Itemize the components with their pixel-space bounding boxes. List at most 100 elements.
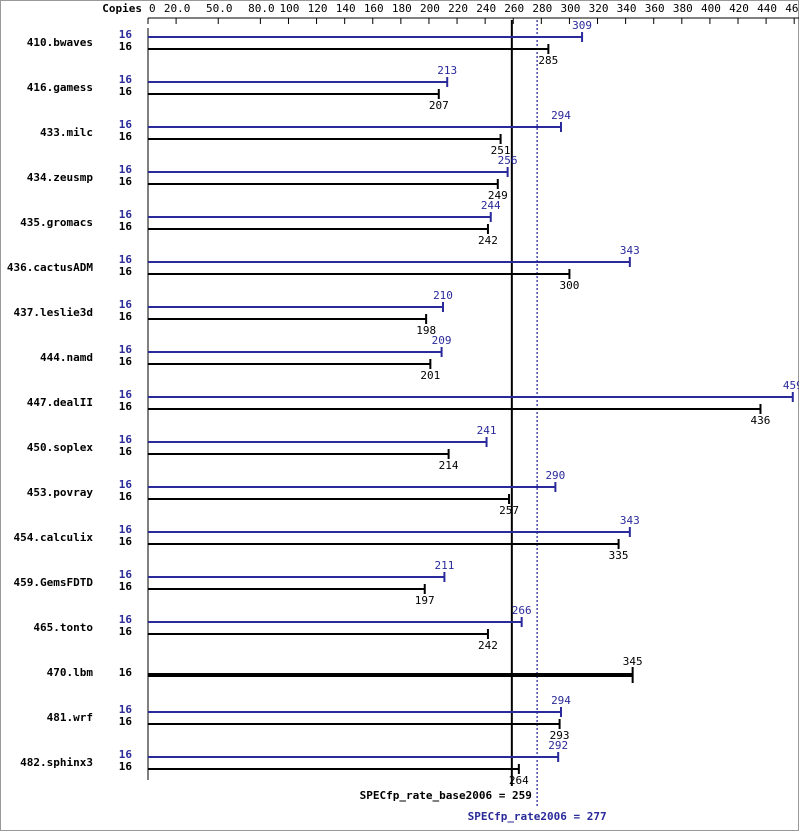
value-label: 285 <box>538 54 558 67</box>
x-tick-label: 140 <box>336 2 356 15</box>
copies-label: 16 <box>119 400 133 413</box>
value-label: 292 <box>548 739 568 752</box>
value-label: 210 <box>433 289 453 302</box>
copies-label: 16 <box>119 433 133 446</box>
benchmark-label: 433.milc <box>40 126 93 139</box>
benchmark-label: 436.cactusADM <box>7 261 93 274</box>
value-label: 198 <box>416 324 436 337</box>
value-label: 257 <box>499 504 519 517</box>
x-tick-label: 0 <box>149 2 156 15</box>
copies-label: 16 <box>119 523 133 536</box>
value-label: 264 <box>509 774 529 787</box>
copies-label: 16 <box>119 490 133 503</box>
x-tick-label: 80.0 <box>248 2 275 15</box>
value-label: 459 <box>783 379 799 392</box>
benchmark-label: 450.soplex <box>27 441 94 454</box>
copies-header: Copies <box>102 2 142 15</box>
benchmark-label: 470.lbm <box>47 666 94 679</box>
copies-label: 16 <box>119 666 133 679</box>
benchmark-label: 453.povray <box>27 486 94 499</box>
copies-label: 16 <box>119 208 133 221</box>
copies-label: 16 <box>119 130 133 143</box>
value-label: 244 <box>481 199 501 212</box>
copies-label: 16 <box>119 298 133 311</box>
value-label: 335 <box>609 549 629 562</box>
copies-label: 16 <box>119 40 133 53</box>
copies-label: 16 <box>119 310 133 323</box>
copies-label: 16 <box>119 253 133 266</box>
value-label: 343 <box>620 244 640 257</box>
value-label: 207 <box>429 99 449 112</box>
value-label: 294 <box>551 694 571 707</box>
value-label: 343 <box>620 514 640 527</box>
x-tick-label: 360 <box>645 2 665 15</box>
copies-label: 16 <box>119 175 133 188</box>
value-label: 251 <box>491 144 511 157</box>
benchmark-label: 416.gamess <box>27 81 93 94</box>
benchmark-label: 447.dealII <box>27 396 93 409</box>
copies-label: 16 <box>119 760 133 773</box>
benchmark-label: 434.zeusmp <box>27 171 94 184</box>
copies-label: 16 <box>119 28 133 41</box>
copies-label: 16 <box>119 343 133 356</box>
x-tick-label: 180 <box>392 2 412 15</box>
copies-label: 16 <box>119 703 133 716</box>
copies-label: 16 <box>119 568 133 581</box>
x-tick-label: 50.0 <box>206 2 233 15</box>
benchmark-label: 459.GemsFDTD <box>14 576 94 589</box>
benchmark-label: 435.gromacs <box>20 216 93 229</box>
x-tick-label: 160 <box>364 2 384 15</box>
x-tick-label: 300 <box>560 2 580 15</box>
value-label: 293 <box>550 729 570 742</box>
copies-label: 16 <box>119 715 133 728</box>
value-label: 294 <box>551 109 571 122</box>
copies-label: 16 <box>119 748 133 761</box>
x-tick-label: 340 <box>617 2 637 15</box>
copies-label: 16 <box>119 388 133 401</box>
copies-label: 16 <box>119 355 133 368</box>
x-tick-label: 460 <box>785 2 799 15</box>
value-label: 197 <box>415 594 435 607</box>
value-label: 266 <box>512 604 532 617</box>
value-label: 249 <box>488 189 508 202</box>
value-label: 213 <box>437 64 457 77</box>
copies-label: 16 <box>119 478 133 491</box>
copies-label: 16 <box>119 163 133 176</box>
value-label: 241 <box>477 424 497 437</box>
value-label: 309 <box>572 19 592 32</box>
value-label: 211 <box>434 559 454 572</box>
benchmark-label: 465.tonto <box>33 621 93 634</box>
benchmark-label: 454.calculix <box>14 531 94 544</box>
copies-label: 16 <box>119 445 133 458</box>
copies-label: 16 <box>119 118 133 131</box>
x-tick-label: 260 <box>504 2 524 15</box>
x-tick-label: 320 <box>589 2 609 15</box>
value-label: 242 <box>478 639 498 652</box>
value-label: 214 <box>439 459 459 472</box>
benchmark-label: 481.wrf <box>47 711 93 724</box>
x-tick-label: 120 <box>308 2 328 15</box>
copies-label: 16 <box>119 85 133 98</box>
x-tick-label: 400 <box>701 2 721 15</box>
benchmark-label: 444.namd <box>40 351 93 364</box>
value-label: 242 <box>478 234 498 247</box>
x-tick-label: 200 <box>420 2 440 15</box>
x-tick-label: 420 <box>729 2 749 15</box>
copies-label: 16 <box>119 220 133 233</box>
benchmark-label: 410.bwaves <box>27 36 93 49</box>
value-label: 290 <box>545 469 565 482</box>
value-label: 201 <box>420 369 440 382</box>
benchmark-label: 482.sphinx3 <box>20 756 93 769</box>
value-label: 345 <box>623 655 643 668</box>
copies-label: 16 <box>119 265 133 278</box>
value-label: 300 <box>559 279 579 292</box>
reference-label: SPECfp_rate_base2006 = 259 <box>360 789 532 802</box>
x-tick-label: 20.0 <box>164 2 191 15</box>
reference-label: SPECfp_rate2006 = 277 <box>468 810 607 823</box>
x-tick-label: 440 <box>757 2 777 15</box>
x-tick-label: 240 <box>476 2 496 15</box>
value-label: 209 <box>432 334 452 347</box>
copies-label: 16 <box>119 625 133 638</box>
x-tick-label: 100 <box>280 2 300 15</box>
